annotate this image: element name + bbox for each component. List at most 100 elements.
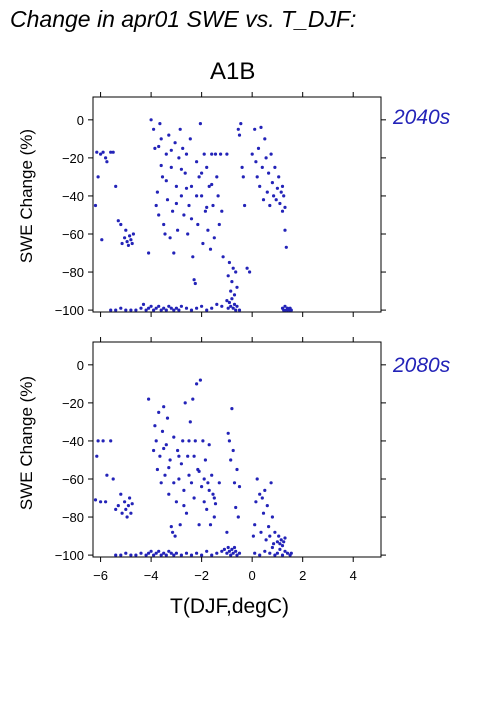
- data-point: [193, 281, 197, 286]
- data-point: [154, 439, 158, 443]
- data-point: [227, 260, 231, 265]
- data-point: [195, 551, 199, 555]
- data-point: [203, 209, 207, 213]
- data-point: [232, 545, 237, 550]
- data-point: [234, 549, 238, 553]
- data-point: [235, 467, 239, 472]
- data-point: [172, 553, 176, 557]
- data-point: [192, 278, 196, 282]
- data-point: [212, 496, 216, 500]
- data-point: [157, 549, 161, 553]
- data-point: [184, 152, 189, 156]
- x-tick-label: 2: [299, 568, 306, 583]
- data-point: [172, 481, 176, 485]
- data-point: [230, 280, 234, 284]
- data-point: [280, 544, 285, 548]
- data-point: [227, 549, 231, 553]
- data-point: [174, 551, 178, 555]
- data-point: [147, 551, 151, 555]
- data-point: [275, 551, 279, 555]
- data-point: [100, 238, 104, 242]
- plot-frame: [92, 341, 382, 558]
- data-point: [114, 507, 118, 511]
- data-point: [195, 382, 199, 386]
- data-point: [95, 454, 99, 458]
- data-point: [202, 152, 206, 156]
- data-point: [187, 439, 191, 443]
- data-point: [178, 127, 182, 131]
- data-point: [111, 150, 115, 154]
- data-point: [189, 481, 194, 485]
- data-point: [258, 492, 262, 496]
- data-point: [104, 156, 108, 160]
- data-point: [273, 553, 277, 557]
- data-point: [105, 160, 109, 164]
- data-point: [200, 485, 204, 489]
- data-point: [187, 203, 191, 208]
- data-point: [171, 209, 175, 213]
- data-point: [164, 553, 168, 557]
- data-point: [213, 502, 218, 506]
- data-point: [210, 473, 214, 477]
- data-point: [120, 241, 124, 246]
- x-tick-label: 4: [350, 568, 357, 583]
- data-point: [172, 308, 176, 312]
- data-point: [152, 553, 156, 557]
- data-point: [189, 217, 194, 221]
- data-point: [129, 511, 133, 515]
- data-point: [205, 205, 209, 209]
- data-point: [179, 167, 183, 171]
- data-point: [147, 306, 151, 310]
- data-point: [205, 549, 209, 553]
- data-point: [96, 439, 100, 443]
- data-point: [273, 530, 277, 534]
- data-point: [189, 553, 194, 557]
- data-point: [187, 473, 191, 477]
- data-point: [197, 523, 201, 527]
- data-point: [278, 547, 282, 552]
- data-point: [201, 241, 205, 246]
- data-point: [173, 141, 177, 145]
- data-point: [149, 118, 153, 122]
- data-point: [186, 454, 190, 458]
- data-point: [226, 306, 230, 310]
- data-point: [191, 397, 195, 401]
- data-point: [197, 469, 201, 473]
- data-point: [215, 551, 219, 555]
- data-point: [213, 152, 218, 156]
- data-point: [226, 274, 230, 278]
- data-point: [267, 171, 271, 175]
- data-point: [119, 222, 123, 227]
- data-point: [139, 551, 143, 555]
- data-point: [109, 150, 113, 154]
- data-point: [230, 297, 234, 301]
- chart-title: Change in apr01 SWE vs. T_DJF:: [10, 6, 357, 32]
- data-point: [154, 203, 158, 208]
- data-point: [183, 171, 187, 175]
- data-point: [227, 439, 231, 443]
- data-point: [164, 152, 168, 156]
- data-point: [157, 410, 161, 414]
- data-point: [268, 534, 272, 538]
- data-point: [225, 551, 229, 555]
- data-point: [192, 496, 196, 500]
- period-label-2080s: 2080s: [393, 354, 451, 377]
- data-point: [203, 458, 207, 462]
- data-point: [182, 504, 186, 508]
- data-point: [200, 194, 204, 198]
- data-point: [258, 553, 262, 557]
- x-tick-label: −6: [93, 568, 108, 583]
- data-point: [95, 150, 99, 154]
- data-point: [272, 542, 276, 546]
- data-point: [235, 285, 239, 289]
- data-point: [131, 232, 135, 236]
- data-point: [116, 504, 120, 508]
- data-point: [141, 302, 146, 306]
- data-point: [163, 232, 167, 236]
- data-point: [184, 186, 189, 190]
- data-point: [157, 213, 161, 217]
- data-point: [174, 500, 178, 504]
- data-point: [200, 171, 204, 175]
- period-label-2040s: 2040s: [393, 106, 451, 129]
- data-point: [250, 152, 254, 156]
